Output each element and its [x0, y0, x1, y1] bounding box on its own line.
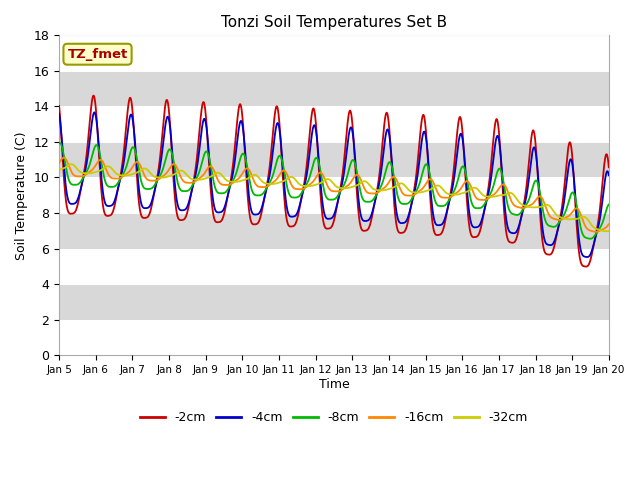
Bar: [59, 284, 609, 320]
-16cm: [488, 193, 496, 199]
Bar: [59, 71, 609, 107]
Bar: [59, 107, 609, 142]
-4cm: [323, 216, 330, 221]
-16cm: [60, 155, 68, 160]
-16cm: [84, 170, 92, 176]
-8cm: [589, 234, 597, 240]
-4cm: [488, 166, 496, 172]
Text: TZ_fmet: TZ_fmet: [67, 48, 127, 61]
-2cm: [589, 245, 597, 251]
-4cm: [589, 243, 597, 249]
-32cm: [323, 177, 330, 182]
-2cm: [55, 103, 63, 109]
-8cm: [488, 187, 496, 192]
Line: -16cm: -16cm: [59, 157, 609, 232]
Title: Tonzi Soil Temperatures Set B: Tonzi Soil Temperatures Set B: [221, 15, 447, 30]
Line: -2cm: -2cm: [59, 96, 609, 266]
Bar: [59, 320, 609, 355]
-4cm: [308, 130, 316, 136]
-2cm: [582, 264, 590, 269]
-16cm: [589, 228, 596, 234]
-16cm: [592, 229, 600, 235]
-8cm: [84, 167, 92, 173]
Bar: [59, 249, 609, 284]
Line: -4cm: -4cm: [59, 112, 609, 257]
-4cm: [583, 254, 591, 260]
-16cm: [308, 180, 316, 185]
-2cm: [589, 244, 597, 250]
-32cm: [55, 167, 63, 173]
-32cm: [488, 194, 496, 200]
-4cm: [83, 157, 91, 163]
-2cm: [605, 164, 612, 170]
Bar: [59, 178, 609, 213]
-32cm: [589, 224, 596, 229]
-2cm: [90, 93, 97, 98]
-32cm: [84, 170, 92, 176]
-4cm: [55, 111, 63, 117]
-2cm: [83, 146, 91, 152]
-16cm: [605, 221, 612, 227]
-8cm: [605, 202, 612, 207]
-2cm: [323, 226, 330, 231]
-32cm: [602, 228, 610, 234]
-4cm: [589, 242, 597, 248]
-8cm: [586, 236, 594, 241]
Bar: [59, 213, 609, 249]
-32cm: [589, 224, 597, 229]
-16cm: [589, 228, 597, 234]
-4cm: [605, 172, 612, 178]
X-axis label: Time: Time: [319, 378, 349, 391]
-16cm: [323, 181, 330, 187]
-4cm: [90, 109, 98, 115]
-2cm: [308, 109, 316, 115]
Line: -8cm: -8cm: [59, 143, 609, 239]
-8cm: [308, 165, 316, 171]
Y-axis label: Soil Temperature (C): Soil Temperature (C): [15, 131, 28, 260]
-16cm: [55, 160, 63, 166]
-32cm: [67, 161, 75, 167]
Legend: -2cm, -4cm, -8cm, -16cm, -32cm: -2cm, -4cm, -8cm, -16cm, -32cm: [135, 406, 533, 429]
Bar: [59, 142, 609, 178]
-8cm: [323, 195, 330, 201]
-8cm: [589, 235, 597, 240]
Bar: [59, 36, 609, 71]
-8cm: [55, 140, 63, 146]
-2cm: [488, 149, 496, 155]
-8cm: [56, 140, 63, 146]
Line: -32cm: -32cm: [59, 164, 609, 231]
-32cm: [605, 228, 612, 234]
-32cm: [308, 183, 316, 189]
